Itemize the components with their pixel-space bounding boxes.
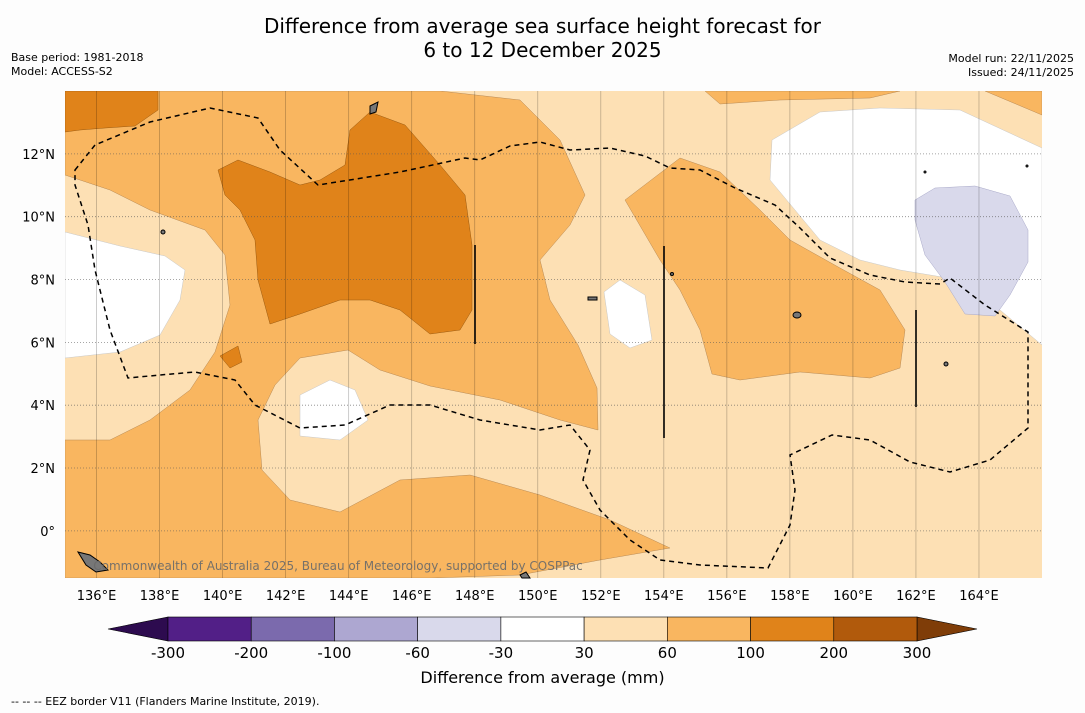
colorbar-extend-max xyxy=(916,616,978,642)
meta-left: Base period: 1981-2018 Model: ACCESS-S2 xyxy=(11,51,143,79)
lon-tick-label: 142°E xyxy=(266,589,306,604)
colorbar: -300 -200 -100 -60 -30 30 60 100 200 300 xyxy=(107,616,978,662)
colorbar-tick-label: -200 xyxy=(234,644,268,662)
colorbar-tick-label: 60 xyxy=(658,644,677,662)
lat-tick-label: 8°N xyxy=(31,274,56,289)
island-admiralty xyxy=(519,571,531,579)
eez-border xyxy=(74,107,1029,569)
title-line-1: Difference from average sea surface heig… xyxy=(263,14,822,38)
lon-tick-label: 154°E xyxy=(644,589,684,604)
anomaly-60-100-region xyxy=(65,91,671,578)
colorbar-swatch xyxy=(167,616,252,642)
lon-tick-labels: 136°E 138°E 140°E 142°E 144°E 146°E 148°E 150°E… xyxy=(77,589,999,604)
lat-tick-label: 2°N xyxy=(31,462,56,477)
colorbar-swatch xyxy=(500,616,585,642)
island-small-2 xyxy=(923,170,927,174)
lon-tick-label: 136°E xyxy=(77,589,117,604)
island-new-guinea-tip xyxy=(76,551,110,573)
map-gridlines xyxy=(65,91,1042,578)
lon-tick-label: 138°E xyxy=(140,589,180,604)
base-period: Base period: 1981-2018 xyxy=(11,51,144,64)
lon-tick-label: 158°E xyxy=(770,589,810,604)
colorbar-tick-label: -100 xyxy=(317,644,351,662)
lat-tick-label: 6°N xyxy=(31,336,56,351)
island-small-3 xyxy=(1025,164,1029,168)
island-kosrae xyxy=(943,361,949,367)
anomaly-100-200-region xyxy=(217,111,473,335)
anomaly-60-100-east-region xyxy=(624,157,906,381)
anomaly-100-200-nw-region xyxy=(65,91,159,133)
meta-right: Model run: 22/11/2025 Issued: 24/11/2025 xyxy=(948,52,1074,80)
lon-tick-label: 156°E xyxy=(707,589,747,604)
model-run: Model run: 22/11/2025 xyxy=(948,52,1074,65)
colorbar-extend-min xyxy=(107,616,169,642)
colorbar-swatch xyxy=(667,616,751,642)
model-name: Model: ACCESS-S2 xyxy=(11,65,113,78)
colorbar-swatch xyxy=(417,616,502,642)
anomaly-60-100-ne-corner xyxy=(984,91,1042,116)
colorbar-tick-label: -300 xyxy=(151,644,185,662)
eez-border-west xyxy=(74,107,1029,569)
issued-date: Issued: 24/11/2025 xyxy=(967,66,1074,79)
island-small-1 xyxy=(670,272,674,276)
lon-tick-label: 140°E xyxy=(203,589,243,604)
colorbar-tick-label: 100 xyxy=(736,644,765,662)
colorbar-swatch xyxy=(334,616,418,642)
anomaly-60-100-ne-region xyxy=(704,91,901,105)
lon-tick-label: 162°E xyxy=(896,589,936,604)
watermark: Commonwealth of Australia 2025, Bureau o… xyxy=(93,559,583,573)
lat-tick-label: 0° xyxy=(40,525,55,540)
colorbar-tick-label: -30 xyxy=(489,644,514,662)
anomaly-neutral-mid-region xyxy=(603,279,653,349)
lon-tick-label: 146°E xyxy=(392,589,432,604)
lon-tick-label: 152°E xyxy=(581,589,621,604)
lon-tick-label: 144°E xyxy=(329,589,369,604)
lon-tick-label: 150°E xyxy=(518,589,558,604)
lat-tick-labels: 12°N 10°N 8°N 6°N 4°N 2°N 0° xyxy=(22,148,55,540)
islands xyxy=(76,101,1029,579)
map-title: Difference from average sea surface heig… xyxy=(0,14,1085,62)
lat-tick-label: 10°N xyxy=(22,211,55,226)
anomaly-neutral-west-region xyxy=(65,231,186,359)
colorbar-tick-label: 30 xyxy=(575,644,594,662)
colorbar-tick-label: -60 xyxy=(405,644,430,662)
lon-tick-label: 160°E xyxy=(833,589,873,604)
zone-lines xyxy=(474,245,917,438)
colorbar-tick-label: 300 xyxy=(903,644,932,662)
colorbar-swatch xyxy=(250,616,335,642)
lat-tick-label: 4°N xyxy=(31,399,56,414)
anomaly-neutral-south-region xyxy=(299,379,369,441)
island-guam xyxy=(369,101,379,115)
island-palau xyxy=(160,229,166,235)
island-pohnpei xyxy=(792,311,802,319)
island-chuuk xyxy=(587,296,598,301)
colorbar-swatch xyxy=(833,616,918,642)
anomaly-negative-region xyxy=(914,185,1029,317)
colorbar-swatch xyxy=(583,616,668,642)
colorbar-tick-label: 200 xyxy=(819,644,848,662)
lon-tick-label: 164°E xyxy=(959,589,999,604)
lon-tick-label: 148°E xyxy=(455,589,495,604)
anomaly-100-200-blob xyxy=(219,345,243,369)
title-line-2: 6 to 12 December 2025 xyxy=(423,38,662,62)
colorbar-swatch xyxy=(750,616,835,642)
colorbar-title: Difference from average (mm) xyxy=(420,668,665,687)
eez-legend-footnote: -- -- -- EEZ border V11 (Flanders Marine… xyxy=(11,695,320,708)
lat-tick-label: 12°N xyxy=(22,148,55,163)
map-plot-area xyxy=(65,91,1042,578)
